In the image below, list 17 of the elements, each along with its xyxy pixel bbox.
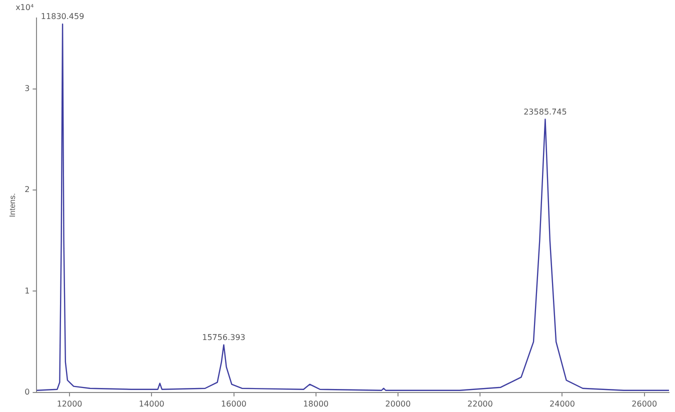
y-tick-label: 1 — [24, 286, 30, 296]
x-tick-label: 16000 — [221, 399, 246, 408]
x-tick-label: 22000 — [467, 399, 493, 408]
x-tick-label: 12000 — [56, 399, 82, 408]
y-tick-label: 3 — [24, 84, 30, 93]
text: x10⁴ — [16, 3, 34, 12]
x-tick-label: 26000 — [632, 399, 658, 408]
y-tick-label: 0 — [24, 387, 30, 396]
x-tick-label: 24000 — [550, 399, 575, 408]
annotation: 23585.745 — [524, 107, 567, 116]
annotation: 11830.459 — [40, 12, 84, 22]
x-tick-label: 14000 — [138, 399, 164, 408]
x-tick-label: 20000 — [385, 399, 411, 408]
y-tick-label: 2 — [24, 185, 30, 194]
y-axis-title: Intens. — [8, 193, 18, 218]
annotation: 15756.393 — [202, 332, 246, 342]
x-tick-label: 18000 — [303, 399, 329, 408]
